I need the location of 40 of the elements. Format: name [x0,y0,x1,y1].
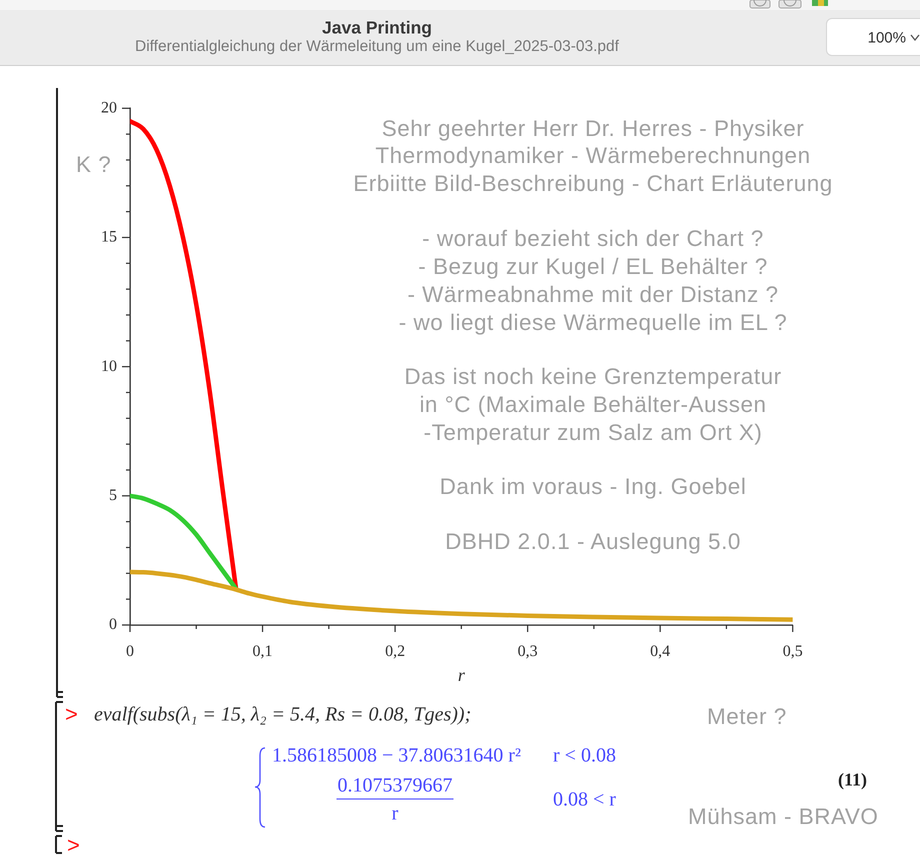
text: > [67,832,80,858]
annotation: Erbiitte Bild-Beschreibung - Chart Erläuterung [353,171,833,197]
y-tick-label: 0 [109,616,117,634]
text: evalf(subs(λ₁ = 15, λ₂ = 5.4, Rs = 0.08, Tges)); [94,704,472,726]
x-tick-label: 0 [126,642,134,660]
text: r [392,802,398,826]
text: Mühsam - BRAVO [688,804,878,830]
text: 1.586185008 − 37.80631640 r² [272,744,521,768]
annotation: - wo liegt diese Wärmequelle im EL ? [398,310,788,336]
annotation: Dank im voraus - Ing. Goebel [440,474,746,500]
annotation: DBHD 2.0.1 - Auslegung 5.0 [445,529,741,555]
y-tick-label: 10 [101,358,117,375]
text: (11) [838,770,867,790]
text: 0.1075379667 [336,774,454,800]
text: 0.08 < r [553,788,616,812]
annotation: Das ist noch keine Grenztemperatur [404,364,782,390]
x-axis-title: r [458,664,466,685]
x-tick-label: 0,4 [650,642,670,660]
annotation: - Bezug zur Kugel / EL Behälter ? [418,254,768,280]
y-tick-label: 5 [109,487,117,504]
text: r < 0.08 [553,744,616,768]
annotation: -Temperatur zum Salz am Ort X) [424,420,762,446]
y-tick-label: 20 [101,100,117,117]
annotation: Thermodynamiker - Wärmeberechnungen [375,143,811,169]
annotation: - worauf bezieht sich der Chart ? [422,226,764,252]
y-tick-label: 15 [101,228,117,246]
text: 100% [868,29,906,47]
chart-subtitle: Differentialgleichung der Wärmeleitung um eine Kugel_2025-03-03.pdf [135,38,619,56]
annotation: - Wärmeabnahme mit der Distanz ? [407,282,779,308]
annotation: Sehr geehrter Herr Dr. Herres - Physiker [382,116,804,142]
text: K ? [76,152,112,178]
text: Meter ? [707,704,787,730]
text: > [65,701,78,727]
x-tick-label: 0,5 [782,642,803,660]
chart-title: Java Printing [322,18,432,38]
x-tick-label: 0,2 [385,642,406,660]
x-tick-label: 0,3 [518,642,538,660]
annotation: in °C (Maximale Behälter-Aussen [419,392,767,418]
x-tick-label: 0,1 [252,642,273,660]
line-series [130,570,793,622]
